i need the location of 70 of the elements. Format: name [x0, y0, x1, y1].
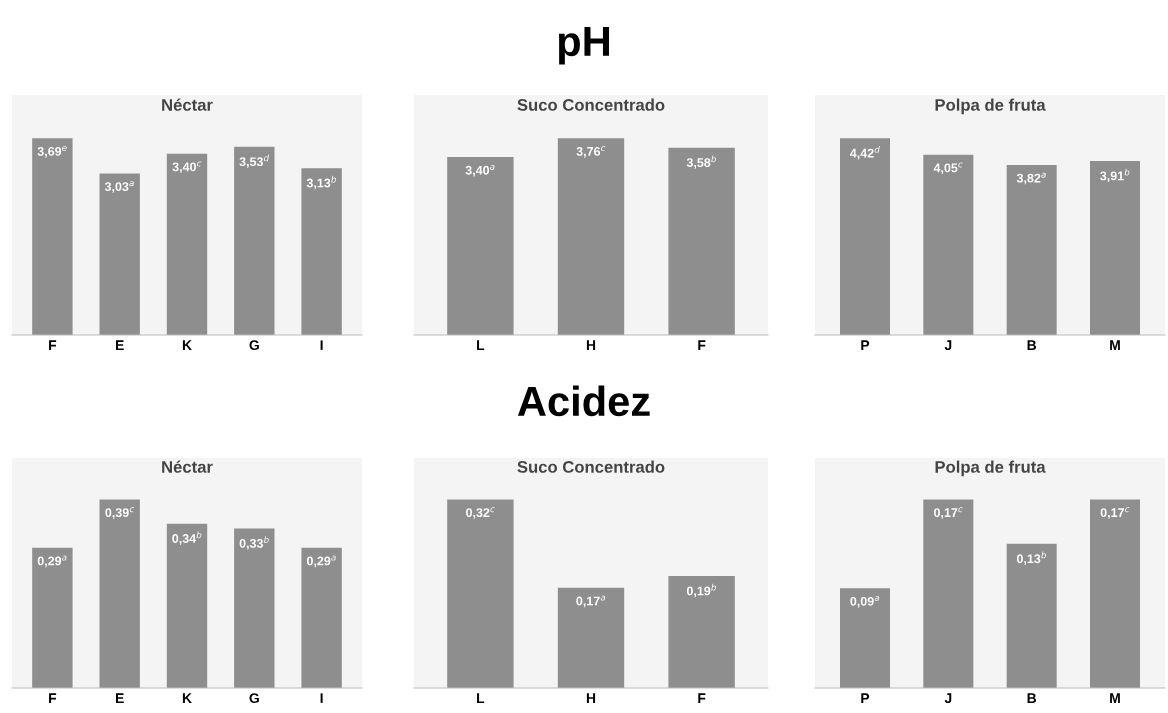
- x-tick-label: J: [944, 693, 952, 704]
- x-tick-label: B: [1027, 693, 1037, 703]
- data-label: 3,82$^{a}$: [1016, 172, 1046, 185]
- x-tick-label: M: [1110, 340, 1120, 350]
- bar: [32, 138, 73, 335]
- data-label: 3,53$^{d}$: [239, 154, 270, 168]
- x-tick-label: B: [1027, 340, 1037, 350]
- x-tick-label: J: [944, 340, 952, 351]
- x-tick-label: G: [249, 340, 259, 351]
- bar: [166, 153, 208, 335]
- x-tick-label: E: [115, 340, 124, 350]
- bar: [1090, 160, 1140, 335]
- data-label: 3,76$^{c}$: [576, 146, 606, 158]
- chart-title: Polpa de fruta: [935, 460, 1046, 477]
- bar: [301, 168, 342, 335]
- data-label: 0,32$^{c}$: [466, 507, 495, 519]
- bar: [234, 528, 275, 688]
- x-tick-label: M: [1110, 693, 1120, 703]
- x-tick-label: L: [477, 340, 485, 350]
- bar: [301, 547, 342, 688]
- data-label: 0,39$^{c}$: [105, 507, 135, 519]
- data-label: 4,05$^{c}$: [933, 162, 963, 175]
- x-tick-label: F: [698, 340, 706, 350]
- data-label: 0,29$^{a}$: [306, 555, 336, 568]
- data-label: 3,13$^{b}$: [306, 175, 337, 190]
- data-label: 4,42$^{d}$: [850, 146, 880, 160]
- bar: [166, 523, 208, 688]
- data-label: 3,40$^{a}$: [465, 164, 495, 177]
- chart-title: Néctar: [162, 98, 213, 111]
- data-label: 0,17$^{c}$: [1100, 507, 1130, 519]
- x-tick-label: I: [320, 340, 323, 350]
- data-label: 3,40$^{c}$: [172, 161, 202, 174]
- x-tick-label: H: [586, 693, 596, 703]
- bar: [32, 547, 73, 688]
- chart-title: Néctar: [162, 460, 213, 473]
- x-tick-label: P: [861, 693, 870, 703]
- bar: [923, 154, 974, 335]
- chart-title: Suco Concentrado: [517, 98, 665, 111]
- x-tick-label: E: [115, 693, 124, 703]
- data-label: 0,19$^{b}$: [686, 583, 717, 598]
- bar: [234, 146, 275, 335]
- x-tick-label: K: [182, 693, 192, 703]
- text: pH: [558, 27, 609, 65]
- x-tick-label: F: [698, 693, 706, 703]
- x-tick-label: I: [320, 693, 323, 703]
- data-label: 3,69$^{e}$: [37, 146, 67, 158]
- data-label: 3,58$^{b}$: [686, 155, 717, 169]
- x-tick-label: F: [49, 693, 57, 703]
- x-tick-label: K: [182, 340, 192, 350]
- data-label: 3,91$^{b}$: [1100, 168, 1130, 183]
- data-label: 0,33$^{b}$: [239, 536, 269, 550]
- x-tick-label: L: [477, 693, 485, 703]
- x-tick-label: G: [249, 693, 259, 704]
- bar: [840, 138, 890, 335]
- bar: [99, 173, 140, 335]
- x-tick-label: P: [861, 340, 870, 350]
- bar: [1006, 164, 1057, 335]
- data-label: 0,29$^{a}$: [37, 555, 67, 568]
- data-label: 0,34$^{b}$: [172, 531, 202, 545]
- bar: [99, 499, 140, 688]
- data-label: 0,09$^{a}$: [850, 595, 880, 608]
- chart-title: Polpa de fruta: [935, 98, 1046, 115]
- x-tick-label: H: [586, 340, 596, 350]
- data-label: 3,03$^{a}$: [104, 181, 134, 193]
- text: Acidez: [517, 385, 650, 417]
- data-label: 0,17$^{c}$: [934, 507, 963, 519]
- chart-title: Suco Concentrado: [517, 460, 665, 473]
- data-label: 0,13$^{b}$: [1016, 551, 1047, 565]
- data-label: 0,17$^{a}$: [576, 595, 606, 608]
- x-tick-label: F: [49, 340, 57, 350]
